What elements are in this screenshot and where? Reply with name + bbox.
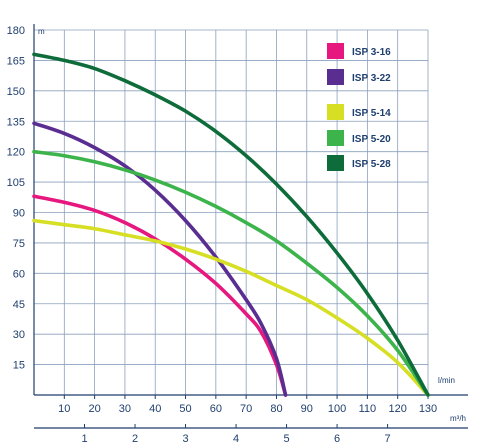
curve-isp-5-14	[32, 218, 430, 397]
x-tick-label: 50	[179, 403, 191, 415]
x2-tick-label: 1	[81, 433, 87, 445]
y-tick-label: 105	[7, 177, 25, 189]
x-tick-label: 30	[119, 403, 131, 415]
x-tick-label: 20	[88, 403, 100, 415]
legend-swatch-isp-5-28	[327, 155, 344, 171]
y-tick-label: 30	[13, 329, 25, 341]
y-tick-label: 15	[13, 360, 25, 372]
curve-isp-5-20	[32, 149, 430, 397]
legend: ISP 3-16 ISP 3-22 ISP 5-14 ISP 5-20 ISP 5-28	[327, 43, 391, 171]
legend-swatch-isp-3-16	[327, 43, 344, 59]
x-tick-label: 90	[301, 403, 313, 415]
legend-label-isp-3-16: ISP 3-16	[352, 47, 391, 58]
legend-swatch-isp-5-14	[327, 104, 344, 120]
x-tick-label: 70	[240, 403, 252, 415]
curve-isp-3-22	[32, 121, 288, 397]
x-tick-label: 130	[419, 403, 437, 415]
y-tick-label: 90	[13, 208, 25, 220]
x-unit-label: l/min	[438, 376, 455, 385]
y-tick-label: 135	[7, 116, 25, 128]
y-unit-label: m	[38, 27, 45, 36]
x-tick-label: 120	[389, 403, 407, 415]
legend-label-isp-3-22: ISP 3-22	[352, 73, 391, 84]
legend-swatch-isp-5-20	[327, 130, 344, 146]
y-tick-label: 60	[13, 268, 25, 280]
y-tick-label: 75	[13, 238, 25, 250]
x2-tick-label: 6	[334, 433, 340, 445]
x2-unit-label: m³/h	[450, 414, 466, 423]
legend-swatch-isp-3-22	[327, 69, 344, 85]
x2-tick-label: 3	[182, 433, 188, 445]
legend-label-isp-5-14: ISP 5-14	[352, 108, 391, 119]
x-tick-label: 100	[328, 403, 346, 415]
y-tick-label: 120	[7, 147, 25, 159]
y-tick-label: 165	[7, 55, 25, 67]
x-tick-label: 40	[149, 403, 161, 415]
x-tick-label: 60	[210, 403, 222, 415]
curve-isp-5-28	[32, 52, 430, 397]
x-tick-label: 80	[270, 403, 282, 415]
curve-isp-3-16	[32, 194, 288, 397]
pump-curves	[32, 52, 430, 397]
x2-tick-label: 4	[233, 433, 239, 445]
axes	[33, 24, 468, 429]
y-tick-label: 45	[13, 299, 25, 311]
x2-tick-label: 7	[385, 433, 391, 445]
y-tick-label: 150	[7, 86, 25, 98]
x-tick-label: 110	[359, 403, 377, 415]
x2-tick-label: 2	[132, 433, 138, 445]
legend-label-isp-5-20: ISP 5-20	[352, 134, 391, 145]
x2-tick-label: 5	[284, 433, 290, 445]
x-tick-label: 10	[58, 403, 70, 415]
legend-label-isp-5-28: ISP 5-28	[352, 159, 391, 170]
y-tick-label: 180	[7, 25, 25, 37]
